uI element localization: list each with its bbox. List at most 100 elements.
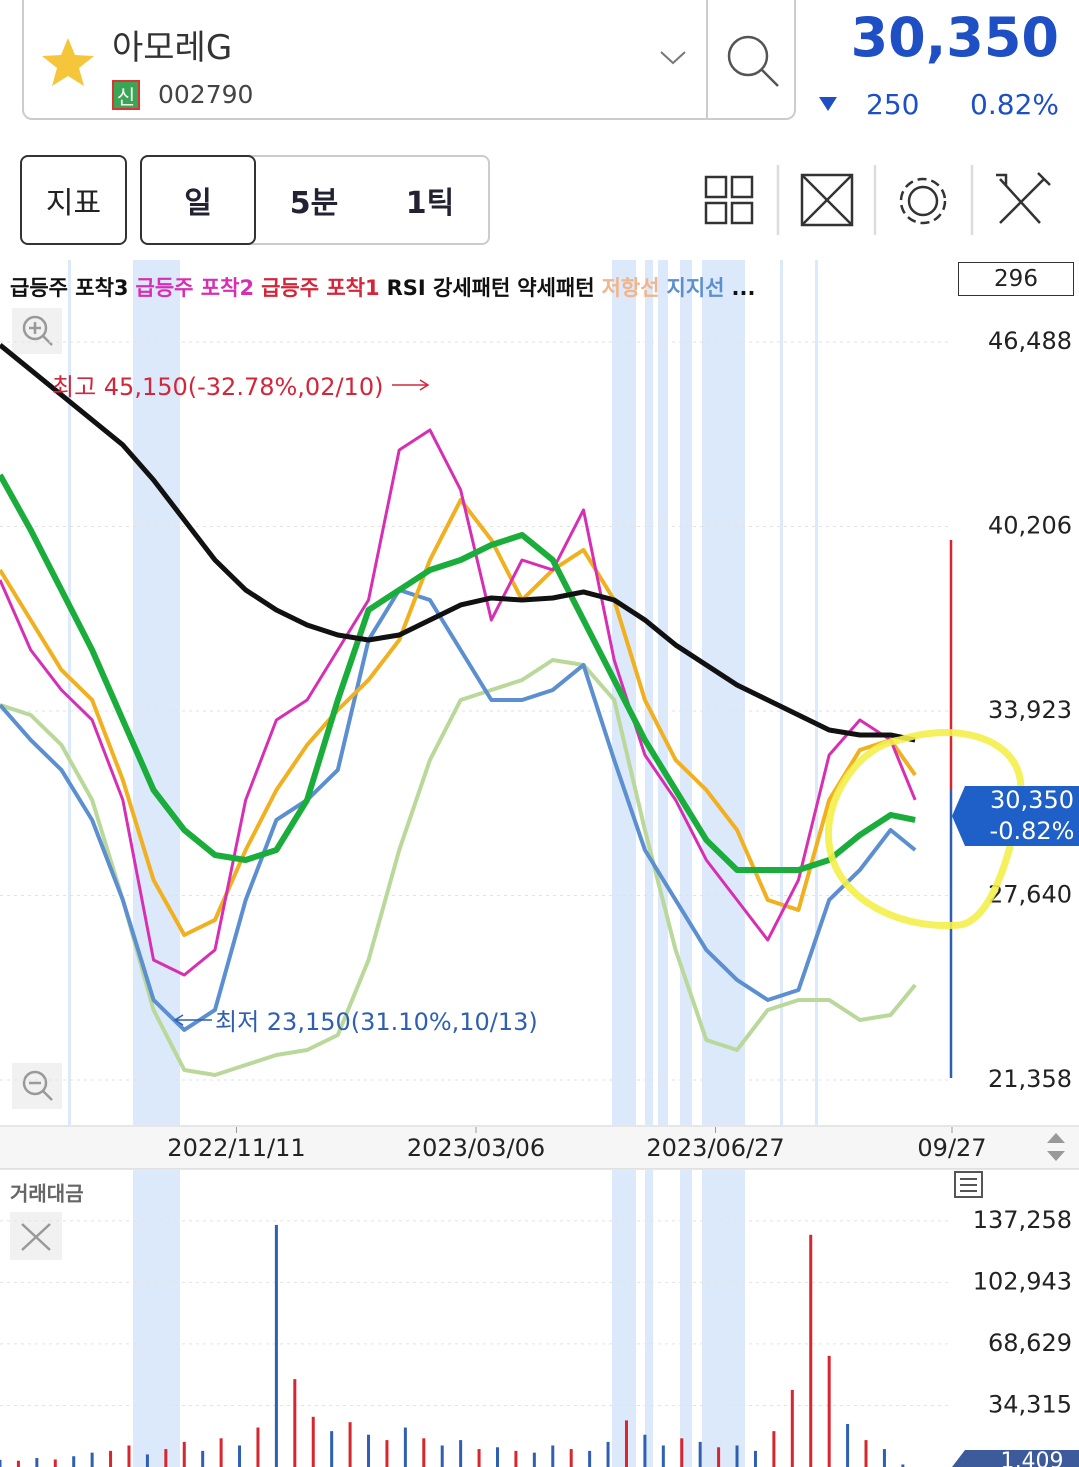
legend-item: ...	[731, 276, 756, 300]
y-tick-label: 40,206	[988, 511, 1072, 539]
volume-bar	[827, 1355, 831, 1467]
volume-bar	[164, 1449, 168, 1467]
volume-bar	[606, 1441, 610, 1467]
axis-panel	[953, 300, 1079, 1125]
volume-bar	[145, 1454, 149, 1467]
last-price-box: 30,350 -0.82%	[952, 786, 1079, 846]
volume-bar	[0, 1459, 2, 1467]
period-1tick[interactable]: 1틱	[405, 186, 455, 221]
indicator-legend[interactable]: 급등주 포착3 급등주 포착2 급등주 포착1 RSI 강세패턴 약세패턴 저항선 지지선.…	[10, 272, 762, 302]
volume-bar	[569, 1449, 573, 1467]
zoom-out[interactable]	[12, 1063, 62, 1109]
volume-bar	[624, 1420, 628, 1467]
period-5min[interactable]: 5분	[289, 186, 339, 221]
volume-bar	[440, 1445, 444, 1467]
last-volume: 1,409	[1001, 1449, 1064, 1467]
volume-bar	[901, 1464, 905, 1467]
down-arrow	[819, 97, 837, 111]
x-tick-label: 2023/03/06	[407, 1134, 545, 1162]
volume-bar	[53, 1459, 57, 1467]
highlight-bands	[68, 260, 818, 1467]
volume-bar	[348, 1422, 352, 1467]
indicator-line	[0, 473, 916, 873]
annotation-arrow	[392, 379, 430, 391]
legend-item: 급등주 포착2	[135, 276, 255, 300]
dropdown-arrow[interactable]	[658, 48, 688, 68]
volume-bar	[293, 1379, 297, 1467]
scroll-arrows[interactable]	[1047, 1133, 1065, 1161]
volume-bar	[735, 1445, 739, 1467]
price-change: 250	[866, 88, 920, 121]
volume-bar	[551, 1445, 555, 1467]
annotation: 최저 23,150(31.10%,10/13)	[215, 1008, 538, 1036]
volume-bar	[717, 1447, 721, 1467]
y-tick-label: 34,315	[988, 1390, 1072, 1418]
indicator-line	[0, 587, 917, 1032]
tool-icons[interactable]	[700, 165, 1060, 235]
indicator-line	[0, 343, 916, 743]
volume-bar	[219, 1438, 223, 1467]
stock-name: 아모레G	[112, 28, 233, 68]
stock-selector[interactable]	[22, 0, 796, 120]
search-button[interactable]	[724, 32, 784, 92]
volume-bar	[661, 1445, 665, 1467]
x-tick-label: 2022/11/11	[167, 1134, 305, 1162]
current-price: 30,350	[850, 6, 1059, 69]
indicator-button[interactable]: 지표	[20, 155, 127, 245]
y-tick-label: 68,629	[988, 1329, 1072, 1357]
volume-bar	[532, 1452, 536, 1467]
last-change: -0.82%	[990, 817, 1075, 845]
legend-item: 지지선	[666, 276, 725, 300]
volume-bar	[367, 1434, 371, 1467]
last-volume-box: 1,409	[952, 1449, 1079, 1467]
volume-bar	[109, 1450, 113, 1467]
last-price: 30,350	[990, 786, 1074, 814]
volume-bar	[311, 1416, 315, 1467]
volume-bar	[790, 1389, 794, 1467]
x-tick-label: 2023/06/27	[646, 1134, 784, 1162]
bar-count: 296	[958, 262, 1074, 296]
volume-bar	[127, 1445, 131, 1467]
date-strip	[0, 1127, 1079, 1169]
zoom-in[interactable]	[12, 308, 62, 354]
volume-bar	[459, 1440, 463, 1467]
legend-item: 저항선	[601, 276, 660, 300]
annotation-arrow	[173, 1014, 212, 1026]
volume-bar	[846, 1423, 850, 1467]
y-tick-label: 21,358	[988, 1065, 1072, 1093]
volume-bar	[256, 1427, 260, 1467]
volume-bar	[201, 1450, 205, 1467]
volume-bar	[385, 1440, 389, 1467]
indicator-line	[0, 497, 917, 937]
volume-title: 거래대금	[10, 1182, 84, 1206]
volume-bar	[864, 1440, 868, 1467]
credit-badge: 신	[112, 80, 140, 110]
separator	[706, 0, 708, 118]
volume-bar	[403, 1427, 407, 1467]
indicator-line	[0, 428, 917, 977]
volume-bar	[90, 1452, 94, 1467]
x-tick-label: 09/27	[917, 1134, 986, 1162]
stock-code: 002790	[158, 80, 254, 109]
volume-bar	[698, 1441, 702, 1467]
favorite-star[interactable]	[40, 36, 96, 88]
volume-bar	[809, 1234, 813, 1467]
volume-bar	[72, 1456, 76, 1467]
menu-icon[interactable]	[954, 1171, 983, 1198]
legend-item: 약세패턴	[517, 276, 595, 300]
indicator-line	[0, 657, 917, 1077]
volume-bar	[477, 1449, 481, 1467]
close-indicator[interactable]	[10, 1212, 62, 1260]
y-tick-label: 102,943	[973, 1267, 1072, 1295]
volume-bar	[182, 1441, 186, 1467]
period-day[interactable]: 일	[140, 155, 256, 245]
annotation: 최고 45,150(-32.78%,02/10)	[52, 373, 383, 401]
y-tick-label: 46,488	[988, 327, 1072, 355]
legend-item: 급등주 포착1	[261, 276, 380, 300]
volume-bar	[238, 1445, 242, 1467]
volume-bar	[330, 1431, 334, 1467]
volume-bar	[643, 1434, 647, 1467]
volume-bar	[882, 1449, 886, 1467]
